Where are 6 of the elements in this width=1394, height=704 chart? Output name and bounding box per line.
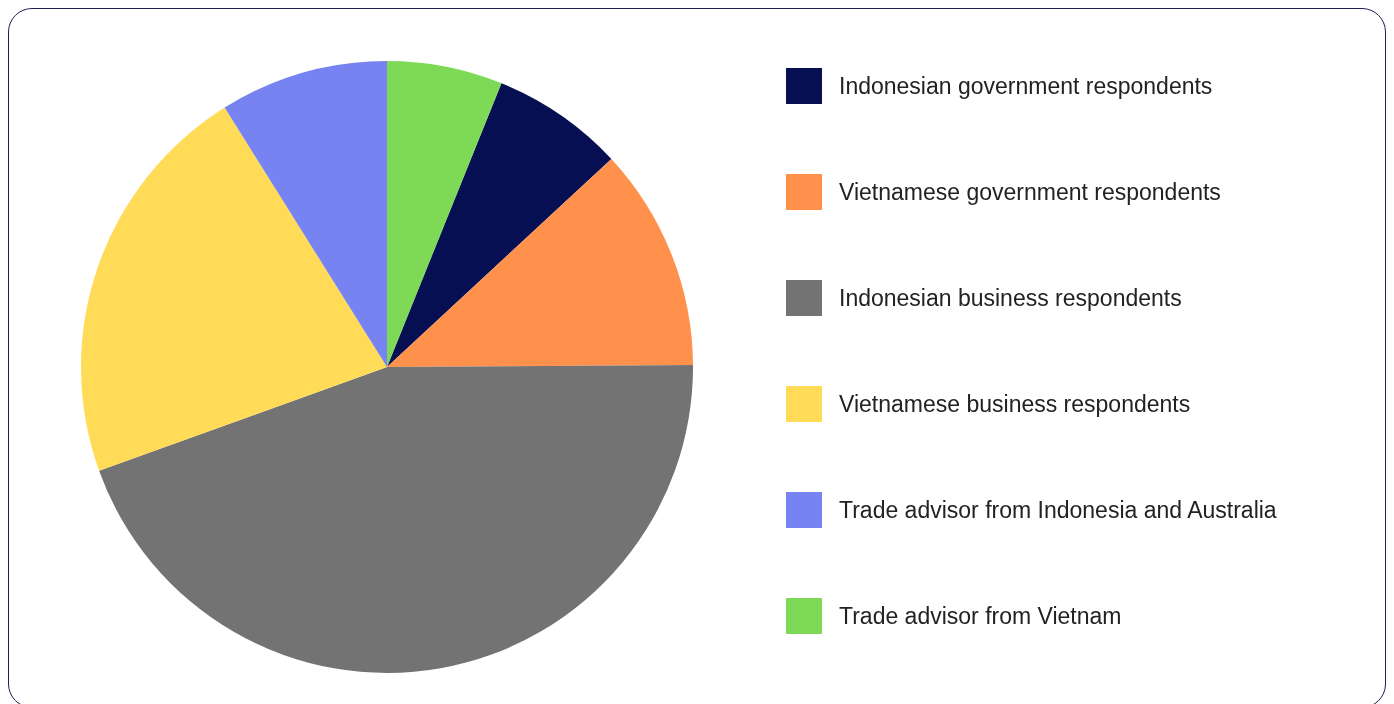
- legend-label: Trade advisor from Vietnam: [839, 603, 1122, 629]
- legend-label: Vietnamese business respondents: [839, 391, 1191, 417]
- legend-label: Trade advisor from Indonesia and Australia: [839, 497, 1277, 523]
- legend-label: Vietnamese government respondents: [839, 179, 1221, 205]
- legend-label: Indonesian business respondents: [839, 285, 1182, 311]
- legend-label: Indonesian government respondents: [839, 73, 1213, 99]
